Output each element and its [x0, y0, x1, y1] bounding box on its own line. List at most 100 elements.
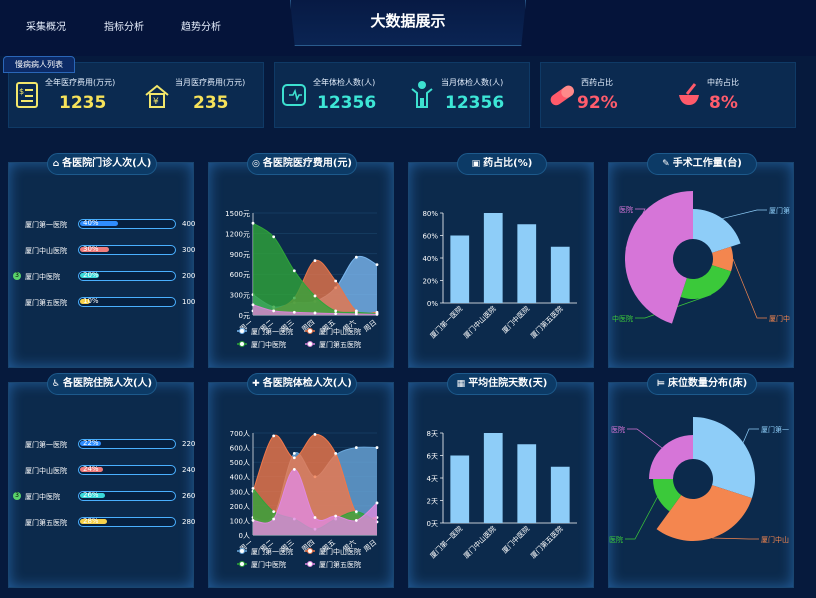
- chinese-medicine-label: 中药占比: [707, 78, 739, 87]
- progress-value: 280: [182, 518, 196, 526]
- rose-slice: [693, 417, 755, 499]
- doctor-icon: ✚: [252, 379, 260, 389]
- label-leader: [712, 537, 759, 540]
- x-tick-label: 厦门第五医院: [529, 304, 565, 340]
- chinese-medicine-value: 8%: [709, 93, 738, 113]
- y-tick-label: 80%: [422, 210, 438, 218]
- exam-title: ✚ 各医院体检人次(人): [247, 373, 357, 395]
- cost-title: ◎ 各医院医疗费用(元): [247, 153, 357, 175]
- title-plate: [290, 0, 526, 46]
- progress-percent: 24%: [83, 465, 99, 473]
- bed-title: ⊨ 床位数量分布(床): [647, 373, 757, 395]
- progress-value: 240: [182, 466, 196, 474]
- chronic-patient-list-button[interactable]: 慢病病人列表: [3, 56, 75, 73]
- y-tick-label: 40%: [422, 255, 438, 263]
- data-point: [292, 452, 296, 455]
- label-leader: [722, 209, 767, 219]
- data-point: [334, 514, 338, 518]
- series-area: [253, 469, 377, 535]
- y-tick-label: 60%: [422, 233, 438, 241]
- hospital-name: 厦门中山医院: [25, 247, 67, 255]
- medicine-bottle-icon: ▣: [471, 159, 481, 169]
- hospital-name: 厦门第五医院: [25, 519, 67, 527]
- progress-track: 40%: [78, 219, 176, 229]
- coin-icon: ◎: [252, 159, 260, 169]
- bar: [450, 235, 470, 303]
- data-point: [334, 309, 338, 313]
- nav-collection-overview[interactable]: 采集概况: [26, 22, 66, 33]
- data-point: [313, 311, 317, 315]
- y-tick-label: 0%: [427, 300, 438, 308]
- month-exam-value: 12356: [445, 93, 505, 113]
- summary-drug-panel: 西药占比 92% 中药占比 8%: [540, 62, 796, 128]
- label-leader: [742, 428, 759, 443]
- data-point: [375, 501, 379, 505]
- data-point: [292, 468, 296, 471]
- legend-marker: [239, 328, 245, 334]
- rose-slice: [656, 485, 752, 541]
- x-tick-label: 厦门中医院: [500, 524, 531, 555]
- legend-label: 厦门中山医院: [319, 327, 361, 336]
- surgery-title: ✎ 手术工作量(台): [647, 153, 757, 175]
- data-point: [292, 310, 296, 314]
- bar: [483, 433, 503, 523]
- stay-title: ▦ 平均住院天数(天): [447, 373, 557, 395]
- rose-slice: [653, 479, 682, 512]
- progress-value: 400: [182, 220, 196, 228]
- data-point: [272, 309, 276, 313]
- hospital-name: 厦门中山医院: [25, 467, 67, 475]
- y-tick-label: 8天: [427, 430, 438, 438]
- pill-icon: [550, 85, 574, 106]
- progress-fill: [80, 273, 99, 278]
- hospital-name: 厦门中医院: [25, 273, 60, 281]
- bar: [517, 224, 537, 303]
- nav-indicator-analysis[interactable]: 指标分析: [104, 22, 144, 33]
- x-tick-label: 周日: [362, 318, 378, 333]
- y-tick-label: 500人: [230, 459, 250, 467]
- hospital-row: 厦门第一医院 22% 220: [17, 438, 196, 452]
- heart-check-icon: [282, 84, 306, 106]
- rank-badge: 3: [13, 272, 21, 280]
- progress-value: 220: [182, 440, 196, 448]
- data-point: [354, 255, 358, 259]
- legend-marker: [239, 548, 245, 554]
- rose-slice: [649, 435, 693, 479]
- nav-trend-analysis[interactable]: 趋势分析: [181, 22, 221, 33]
- person-icon: [411, 81, 433, 108]
- progress-value: 300: [182, 246, 196, 254]
- svg-text:¥: ¥: [153, 97, 159, 107]
- slice-label: 医院: [619, 205, 633, 214]
- total-cost-label: 全年医疗费用(万元): [45, 78, 116, 87]
- slice-label: 医院: [611, 425, 625, 434]
- legend-label: 厦门中山医院: [319, 547, 361, 556]
- y-tick-label: 0天: [427, 520, 438, 528]
- progress-track: 10%: [78, 297, 176, 307]
- outpatient-title: ⌂ 各医院门诊人次(人): [47, 153, 157, 175]
- hospital-row: 3 厦门中医院 20% 200: [13, 270, 195, 284]
- y-tick-label: 600元: [230, 271, 250, 279]
- progress-percent: 30%: [83, 245, 99, 253]
- legend-label: 厦门中医院: [251, 340, 286, 349]
- progress-track: 26%: [78, 491, 176, 501]
- data-point: [354, 312, 358, 316]
- drug-ratio-title: ▣ 药占比(%): [457, 153, 547, 175]
- progress-track: 28%: [78, 517, 176, 527]
- slice-label: 厦门中: [769, 314, 790, 323]
- month-cost-value: 235: [193, 93, 229, 113]
- series-area: [253, 260, 377, 315]
- y-tick-label: 2天: [427, 498, 438, 506]
- legend-label: 厦门第一医院: [251, 327, 293, 336]
- rose-slice: [693, 209, 741, 253]
- data-point: [375, 446, 379, 449]
- progress-percent: 26%: [83, 491, 99, 499]
- progress-track: 22%: [78, 439, 176, 449]
- progress-value: 260: [182, 492, 196, 500]
- progress-percent: 22%: [83, 439, 99, 447]
- bar: [550, 466, 570, 523]
- x-tick-label: 厦门第一医院: [428, 524, 464, 560]
- data-point: [334, 312, 338, 316]
- legend-label: 厦门第一医院: [251, 547, 293, 556]
